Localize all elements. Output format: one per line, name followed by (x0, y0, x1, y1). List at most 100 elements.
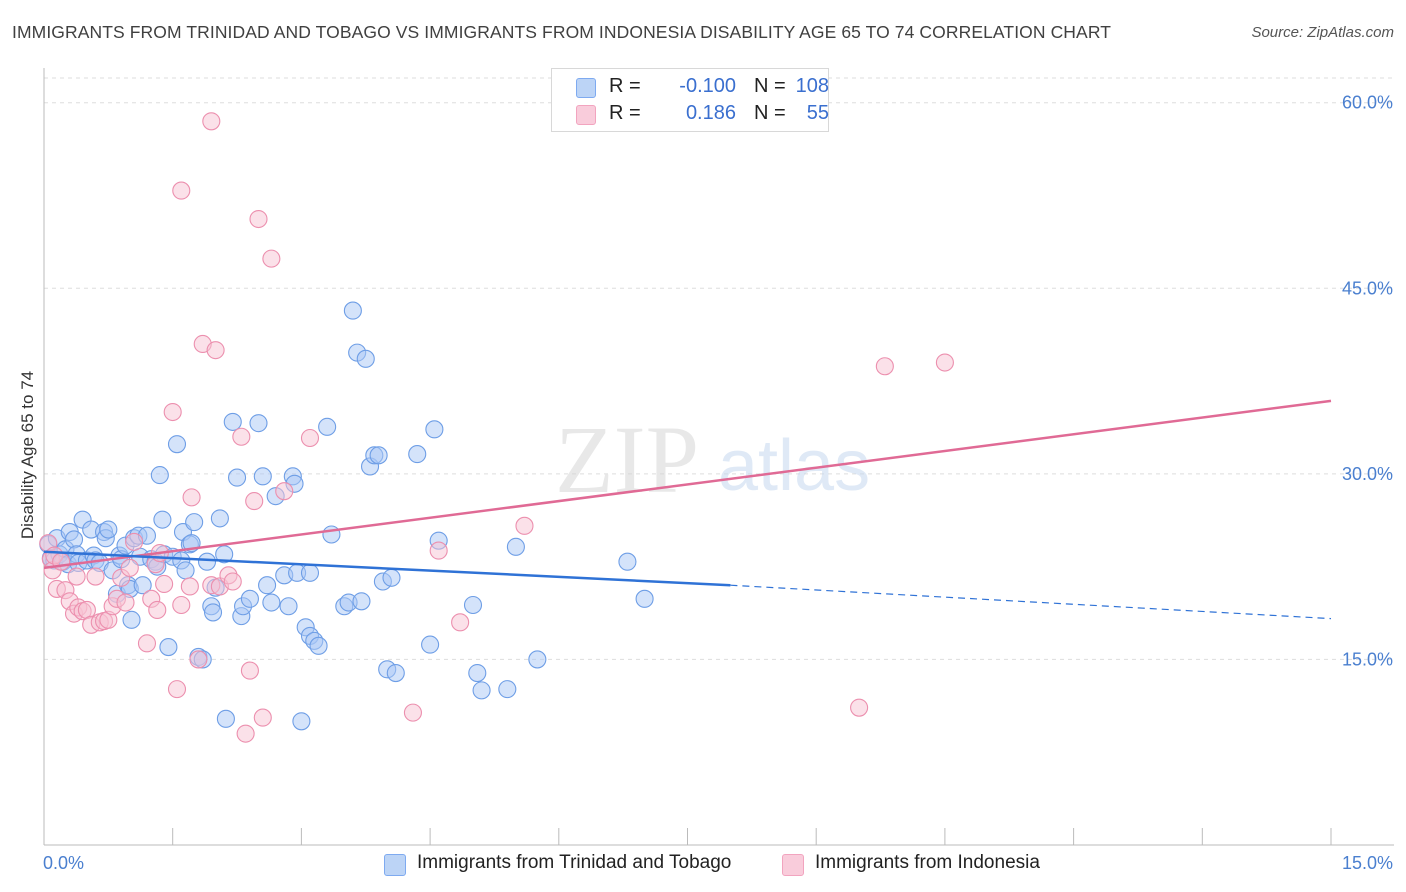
data-point-indonesia (182, 488, 201, 507)
data-point-indonesia (253, 708, 272, 727)
data-point-indonesia (172, 595, 191, 615)
data-point-trinidad (309, 636, 328, 655)
legend-r-value: -0.100 (679, 75, 736, 97)
data-point-trinidad (618, 552, 637, 571)
data-point-trinidad (167, 435, 187, 454)
data-point-indonesia (429, 541, 448, 560)
y-tick-label: 30.0% (1342, 464, 1393, 484)
data-point-trinidad (472, 681, 491, 700)
x-tick-label: 0.0% (43, 853, 84, 873)
watermark: ZIP atlas (555, 406, 870, 513)
axes (43, 68, 1394, 846)
data-point-trinidad (322, 525, 341, 544)
data-point-trinidad (421, 635, 440, 654)
data-point-trinidad (153, 510, 172, 529)
trend-line-indonesia (43, 399, 1332, 570)
data-point-indonesia (275, 482, 294, 501)
series-indonesia-points (39, 112, 954, 743)
bottom-legend-swatch-pink (782, 854, 804, 876)
data-point-indonesia (67, 567, 86, 586)
data-point-trinidad (249, 414, 268, 433)
trend-line-trinidad (43, 550, 731, 587)
data-point-indonesia (167, 680, 187, 699)
data-point-trinidad (300, 563, 320, 582)
data-point-trinidad (262, 593, 281, 612)
series-trinidad-points (39, 301, 654, 731)
trend-lines (43, 399, 1332, 620)
data-point-trinidad (318, 417, 337, 436)
data-point-trinidad (352, 592, 371, 611)
data-point-trinidad (408, 445, 427, 464)
data-point-trinidad (133, 576, 152, 595)
data-point-trinidad (528, 650, 547, 669)
data-point-trinidad (176, 561, 195, 580)
tick-labels: 15.0% 30.0% 45.0% 60.0% 0.0% 15.0% (43, 93, 1393, 873)
watermark-zip: ZIP (555, 406, 699, 513)
data-point-trinidad (122, 610, 141, 629)
data-point-trinidad (210, 509, 229, 528)
data-point-indonesia (206, 341, 225, 360)
legend-n-label: N = (754, 75, 786, 97)
legend-n-value: 108 (795, 75, 829, 97)
data-point-trinidad (185, 513, 204, 532)
data-point-indonesia (137, 634, 157, 653)
data-point-trinidad (292, 712, 311, 731)
watermark-atlas: atlas (718, 426, 870, 506)
y-tick-label: 60.0% (1342, 93, 1393, 113)
legend-r-value: 0.186 (685, 102, 736, 124)
data-point-trinidad (343, 301, 362, 320)
data-point-indonesia (249, 209, 268, 229)
data-point-trinidad (228, 468, 247, 487)
bottom-legend: Immigrants from Trinidad and Tobago Immi… (0, 852, 1406, 878)
source-label: Source: ZipAtlas.com (1251, 24, 1394, 41)
data-point-trinidad (240, 589, 259, 608)
data-point-trinidad (258, 576, 277, 595)
data-point-trinidad (382, 568, 401, 587)
data-point-indonesia (155, 574, 174, 594)
chart-title: IMMIGRANTS FROM TRINIDAD AND TOBAGO VS I… (12, 22, 1112, 42)
legend-box: R = -0.100 N = 108 R = 0.186 N = 55 (551, 68, 829, 132)
data-point-indonesia (172, 181, 191, 200)
data-point-indonesia (232, 427, 251, 446)
data-point-indonesia (202, 112, 221, 131)
data-point-indonesia (236, 724, 255, 743)
data-point-indonesia (163, 402, 182, 422)
data-point-indonesia (875, 357, 894, 376)
data-point-indonesia (223, 572, 242, 591)
data-point-indonesia (240, 661, 259, 680)
data-point-trinidad (197, 552, 217, 571)
data-point-trinidad (223, 412, 242, 431)
data-point-indonesia (245, 492, 264, 511)
data-point-trinidad (425, 420, 444, 439)
data-point-trinidad (463, 595, 483, 615)
data-point-trinidad (64, 530, 84, 549)
y-tick-label: 15.0% (1342, 649, 1393, 669)
data-point-indonesia (189, 650, 208, 669)
data-point-indonesia (116, 593, 135, 612)
data-point-trinidad (356, 349, 375, 368)
grid-lines (44, 77, 1394, 660)
data-point-trinidad (369, 446, 388, 465)
bottom-legend-label: Immigrants from Indonesia (815, 852, 1040, 873)
data-point-trinidad (203, 603, 223, 622)
bottom-legend-label: Immigrants from Trinidad and Tobago (417, 852, 732, 873)
legend-r-label: R = (609, 75, 641, 97)
data-point-trinidad (99, 520, 118, 539)
data-point-indonesia (403, 703, 422, 722)
data-point-trinidad (159, 638, 178, 657)
data-point-indonesia (262, 249, 281, 268)
data-point-trinidad (216, 709, 235, 728)
data-point-trinidad (215, 545, 234, 564)
bottom-legend-swatch-blue (384, 854, 406, 876)
y-tick-label: 45.0% (1342, 278, 1393, 298)
x-tick-label: 15.0% (1342, 853, 1393, 873)
data-point-indonesia (850, 698, 869, 717)
data-point-trinidad (386, 663, 405, 683)
data-point-indonesia (935, 353, 954, 372)
legend-n-value: 55 (806, 102, 829, 124)
data-point-indonesia (125, 532, 144, 551)
trend-line-trinidad-extrapolated (730, 584, 1332, 620)
data-point-indonesia (86, 567, 105, 586)
legend-swatch-pink (576, 105, 596, 125)
